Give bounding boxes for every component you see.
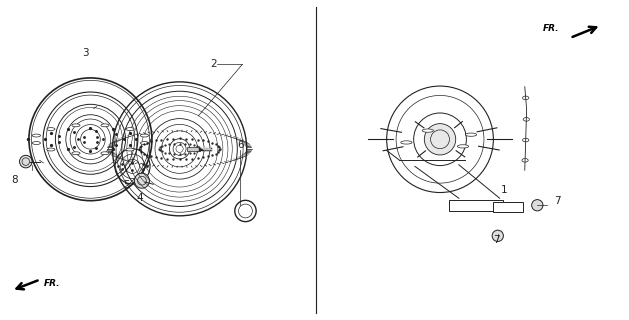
- Text: 1: 1: [501, 185, 508, 195]
- Ellipse shape: [32, 141, 40, 145]
- Text: 7: 7: [493, 235, 499, 245]
- Ellipse shape: [72, 124, 80, 127]
- Text: 3: 3: [82, 48, 89, 58]
- Ellipse shape: [101, 124, 109, 127]
- Text: 7: 7: [554, 196, 561, 206]
- Ellipse shape: [401, 141, 412, 144]
- Bar: [493, 202, 523, 212]
- Text: 6: 6: [237, 140, 244, 150]
- Ellipse shape: [465, 133, 477, 136]
- Ellipse shape: [140, 134, 148, 137]
- Text: 2: 2: [211, 60, 217, 69]
- Ellipse shape: [101, 152, 109, 155]
- Text: 5: 5: [123, 180, 130, 190]
- Text: 8: 8: [11, 175, 18, 185]
- Ellipse shape: [492, 230, 503, 242]
- Ellipse shape: [126, 148, 134, 151]
- Ellipse shape: [126, 128, 134, 131]
- Ellipse shape: [19, 155, 32, 168]
- Ellipse shape: [47, 148, 55, 151]
- Ellipse shape: [140, 141, 148, 145]
- Text: 4: 4: [136, 194, 143, 204]
- Ellipse shape: [47, 128, 55, 131]
- Ellipse shape: [135, 173, 150, 188]
- Text: FR.: FR.: [43, 279, 60, 288]
- Ellipse shape: [457, 145, 469, 148]
- FancyBboxPatch shape: [187, 147, 200, 151]
- Ellipse shape: [422, 129, 433, 132]
- Ellipse shape: [532, 200, 543, 211]
- Text: FR.: FR.: [543, 24, 559, 33]
- Bar: [450, 200, 503, 211]
- Ellipse shape: [72, 152, 80, 155]
- Ellipse shape: [425, 124, 456, 155]
- Ellipse shape: [32, 134, 40, 137]
